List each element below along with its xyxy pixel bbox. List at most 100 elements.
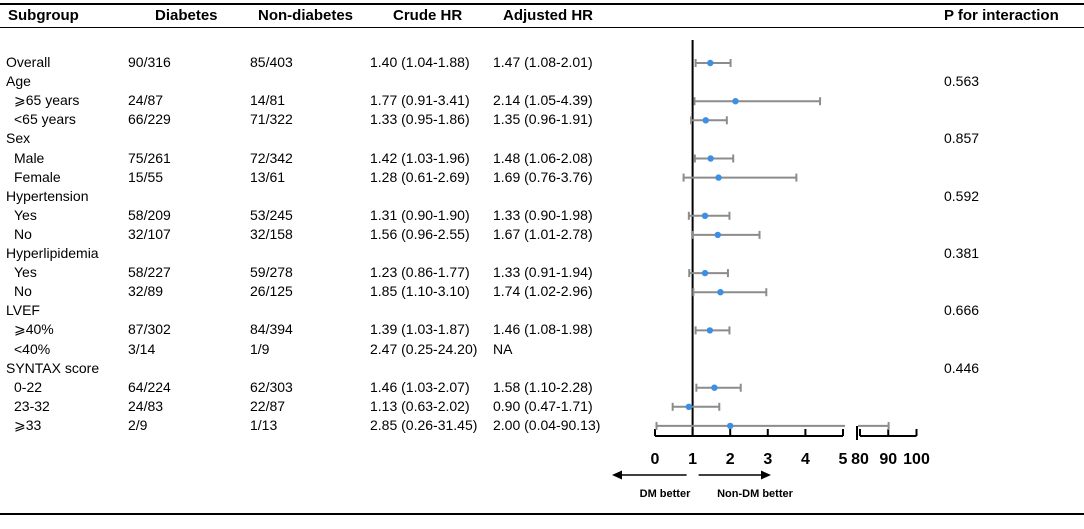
cell-crude-hr: 1.31 (0.90-1.90): [370, 206, 470, 223]
cell-diabetes: 24/87: [128, 92, 164, 109]
cell-nondiabetes: 26/125: [250, 283, 293, 300]
row-label: ⩾65 years: [14, 92, 80, 109]
cell-diabetes: 32/89: [128, 283, 164, 300]
cell-nondiabetes: 1/13: [250, 416, 278, 433]
cell-adjusted-hr: 1.69 (0.76-3.76): [493, 168, 593, 185]
cell-nondiabetes: 85/403: [250, 54, 293, 70]
cell-nondiabetes: 84/394: [250, 321, 293, 338]
cell-adjusted-hr: 0.90 (0.47-1.71): [493, 397, 593, 414]
cell-adjusted-hr: 1.48 (1.06-2.08): [493, 149, 593, 166]
header-crude-hr: Crude HR: [393, 7, 463, 24]
x-tick-label: 3: [763, 451, 772, 468]
cell-nondiabetes: 62/303: [250, 378, 293, 395]
row-label: Sex: [6, 130, 31, 147]
cell-diabetes: 32/107: [128, 225, 171, 242]
hr-point: [685, 403, 693, 410]
cell-nondiabetes: 72/342: [250, 149, 293, 166]
cell-adjusted-hr: 1.47 (1.08-2.01): [493, 54, 593, 70]
row-label: <40%: [14, 340, 51, 357]
hr-point: [711, 384, 718, 391]
non-dm-better-label: Non-DM better: [717, 488, 793, 500]
row-label: Age: [6, 73, 31, 90]
bottom-rule: [0, 513, 1084, 515]
cell-p-interaction: 0.666: [944, 302, 980, 319]
hr-point: [707, 59, 714, 67]
cell-crude-hr: 2.85 (0.26-31.45): [370, 416, 478, 433]
x-tick-label: 90: [879, 451, 897, 468]
x-tick-label: 1: [688, 451, 697, 468]
x-tick-label: 100: [903, 451, 930, 468]
row-label: <65 years: [14, 111, 76, 128]
cell-diabetes: 90/316: [128, 54, 171, 70]
x-tick-label: 2: [726, 451, 735, 468]
cell-diabetes: 24/83: [128, 397, 164, 414]
row-label: 0-22: [14, 378, 43, 395]
cell-crude-hr: 1.28 (0.61-2.69): [370, 168, 470, 185]
cell-crude-hr: 1.23 (0.86-1.77): [370, 264, 470, 281]
cell-adjusted-hr: 1.35 (0.96-1.91): [493, 111, 593, 128]
right-arrow-head: [761, 470, 771, 480]
hr-point: [702, 117, 709, 124]
dm-better-label: DM better: [640, 488, 691, 500]
cell-p-interaction: 0.592: [944, 187, 980, 204]
cell-nondiabetes: 13/61: [250, 168, 286, 185]
header-adjusted-hr: Adjusted HR: [503, 7, 593, 24]
row-label: Overall: [6, 54, 51, 70]
cell-nondiabetes: 32/158: [250, 225, 293, 242]
cell-nondiabetes: 53/245: [250, 206, 293, 223]
cell-diabetes: 2/9: [128, 416, 148, 433]
cell-p-interaction: 0.857: [944, 130, 980, 147]
cell-diabetes: 58/209: [128, 206, 171, 223]
hr-point: [701, 269, 709, 277]
cell-adjusted-hr: 2.14 (1.05-4.39): [493, 92, 593, 109]
row-label: ⩾33: [14, 416, 42, 433]
cell-diabetes: 15/55: [128, 168, 164, 185]
cell-adjusted-hr: 1.33 (0.91-1.94): [493, 264, 593, 281]
row-label: Male: [14, 149, 45, 166]
row-label: 23-32: [14, 397, 50, 414]
cell-crude-hr: 1.85 (1.10-3.10): [370, 283, 470, 300]
cell-diabetes: 66/229: [128, 111, 171, 128]
hr-point: [707, 155, 714, 162]
hr-point: [715, 174, 722, 181]
row-label: Female: [14, 168, 61, 185]
cell-adjusted-hr: 1.33 (0.90-1.98): [493, 206, 593, 223]
cell-diabetes: 58/227: [128, 264, 171, 281]
cell-diabetes: 64/224: [128, 378, 171, 395]
row-label: No: [14, 225, 32, 242]
hr-point: [701, 212, 709, 219]
cell-nondiabetes: 71/322: [250, 111, 293, 128]
cell-crude-hr: 1.33 (0.95-1.86): [370, 111, 470, 128]
cell-crude-hr: 1.13 (0.63-2.02): [370, 397, 470, 414]
cell-adjusted-hr: 1.58 (1.10-2.28): [493, 378, 593, 395]
cell-diabetes: 3/14: [128, 340, 156, 357]
cell-nondiabetes: 59/278: [250, 264, 293, 281]
header-nondiabetes: Non-diabetes: [258, 7, 354, 24]
cell-p-interaction: 0.446: [944, 359, 980, 376]
hr-point: [714, 231, 721, 239]
cell-diabetes: 87/302: [128, 321, 171, 338]
hr-point: [727, 422, 734, 430]
header-subgroup: Subgroup: [8, 7, 79, 24]
cell-crude-hr: 1.56 (0.96-2.55): [370, 225, 470, 242]
row-label: Yes: [14, 206, 37, 223]
row-label: LVEF: [6, 302, 40, 319]
cell-adjusted-hr: 2.00 (0.04-90.13): [493, 416, 601, 433]
row-label: Hypertension: [6, 187, 89, 204]
x-tick-label: 80: [851, 451, 869, 468]
cell-crude-hr: 1.42 (1.03-1.96): [370, 149, 470, 166]
x-tick-label: 0: [651, 451, 660, 468]
cell-crude-hr: 1.46 (1.03-2.07): [370, 378, 470, 395]
left-arrow-head: [612, 470, 622, 480]
cell-crude-hr: 2.47 (0.25-24.20): [370, 340, 478, 357]
cell-p-interaction: 0.381: [944, 245, 980, 261]
cell-nondiabetes: 14/81: [250, 92, 286, 109]
cell-nondiabetes: 22/87: [250, 397, 286, 414]
header-diabetes: Diabetes: [155, 7, 218, 24]
cell-adjusted-hr: 1.67 (1.01-2.78): [493, 225, 593, 242]
cell-diabetes: 75/261: [128, 149, 171, 166]
header-rule: [0, 27, 1084, 28]
top-rule: [0, 3, 1084, 5]
cell-crude-hr: 1.40 (1.04-1.88): [370, 54, 470, 70]
